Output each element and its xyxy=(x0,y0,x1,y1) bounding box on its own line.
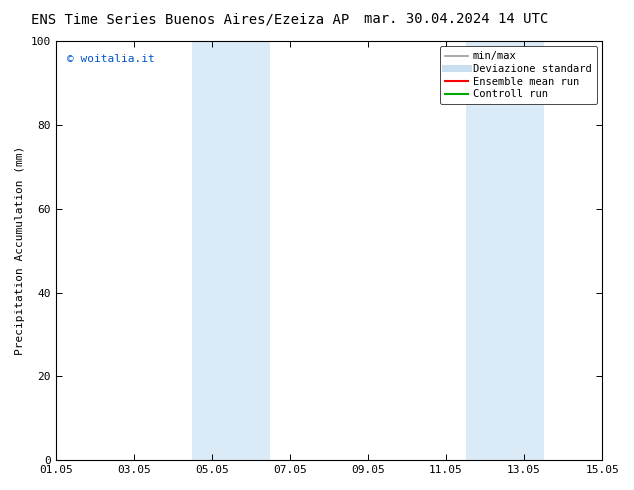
Bar xyxy=(465,41,543,460)
Text: © woitalia.it: © woitalia.it xyxy=(67,53,154,64)
Bar xyxy=(192,41,270,460)
Y-axis label: Precipitation Accumulation (mm): Precipitation Accumulation (mm) xyxy=(15,146,25,355)
Text: ENS Time Series Buenos Aires/Ezeiza AP: ENS Time Series Buenos Aires/Ezeiza AP xyxy=(31,12,349,26)
Legend: min/max, Deviazione standard, Ensemble mean run, Controll run: min/max, Deviazione standard, Ensemble m… xyxy=(439,46,597,104)
Text: mar. 30.04.2024 14 UTC: mar. 30.04.2024 14 UTC xyxy=(365,12,548,26)
